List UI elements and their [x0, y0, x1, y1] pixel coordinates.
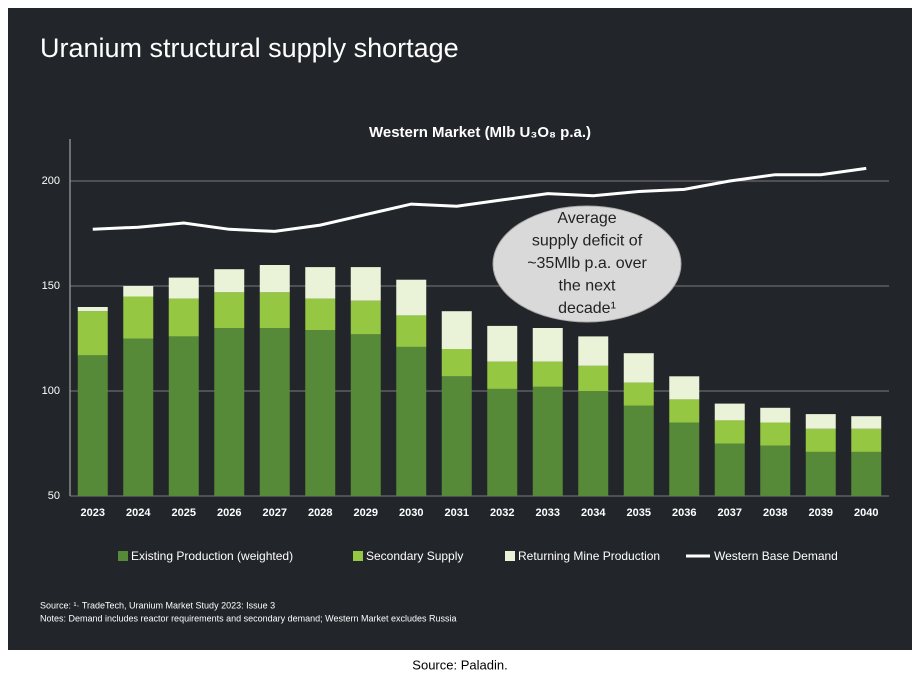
- bar-segment: [714, 403, 745, 421]
- bar-segment: [350, 267, 381, 301]
- bar-segment: [396, 346, 427, 496]
- x-tick-label: 2036: [672, 507, 696, 519]
- x-tick-label: 2034: [581, 507, 606, 519]
- bar-segment: [760, 445, 791, 496]
- x-tick-label: 2035: [627, 507, 651, 519]
- legend-swatch: [118, 551, 128, 561]
- bar-segment: [578, 391, 609, 496]
- x-tick-label: 2039: [809, 507, 833, 519]
- y-tick-label: 150: [42, 280, 60, 292]
- bar-segment: [487, 325, 518, 362]
- bar-segment: [123, 296, 154, 339]
- bar-segment: [851, 451, 882, 496]
- bar-segment: [532, 386, 563, 496]
- bar-segment: [168, 277, 199, 299]
- footnote: Notes: Demand includes reactor requireme…: [40, 613, 457, 623]
- bar-segment: [487, 388, 518, 496]
- bar-segment: [760, 407, 791, 423]
- bar-segment: [760, 422, 791, 446]
- x-tick-label: 2024: [126, 507, 151, 519]
- x-tick-label: 2032: [490, 507, 514, 519]
- bar-segment: [77, 311, 108, 356]
- x-tick-label: 2038: [763, 507, 787, 519]
- legend-swatch: [353, 551, 363, 561]
- bar-segment: [805, 414, 836, 429]
- x-tick-label: 2037: [718, 507, 742, 519]
- bar-segment: [714, 420, 745, 444]
- bar-segment: [305, 267, 336, 299]
- x-tick-label: 2040: [854, 507, 878, 519]
- bar-segment: [805, 428, 836, 452]
- x-tick-label: 2025: [172, 507, 196, 519]
- bar-segment: [851, 416, 882, 429]
- bar-segment: [578, 365, 609, 391]
- bar-segment: [168, 298, 199, 337]
- bar-segment: [305, 330, 336, 496]
- bar-segment: [487, 361, 518, 389]
- bar-segment: [441, 376, 472, 496]
- y-tick-label: 200: [42, 175, 60, 187]
- x-tick-label: 2030: [399, 507, 423, 519]
- bar-segment: [396, 279, 427, 316]
- bar-segment: [214, 328, 245, 496]
- bar-segment: [441, 349, 472, 377]
- bar-segment: [259, 292, 290, 328]
- bar-segment: [214, 292, 245, 328]
- bar-segment: [669, 376, 700, 400]
- bar-segment: [259, 328, 290, 496]
- legend-label: Secondary Supply: [366, 549, 463, 563]
- bar-segment: [532, 328, 563, 362]
- x-tick-label: 2029: [354, 507, 378, 519]
- bar-segment: [77, 307, 108, 312]
- page-title: Uranium structural supply shortage: [40, 33, 459, 63]
- x-tick-label: 2027: [263, 507, 287, 519]
- demand-line: [92, 166, 867, 233]
- bar-segment: [441, 311, 472, 349]
- annotation-text: the next: [559, 278, 616, 295]
- footnote: Source: ¹· TradeTech, Uranium Market Stu…: [40, 600, 275, 610]
- bar-segment: [214, 269, 245, 293]
- bar-segment: [259, 265, 290, 293]
- legend-swatch: [505, 551, 515, 561]
- bar-segment: [714, 443, 745, 496]
- bar-segment: [305, 298, 336, 331]
- x-tick-label: 2033: [536, 507, 560, 519]
- legend-label: Returning Mine Production: [518, 549, 660, 563]
- annotation-text: ~35Mlb p.a. over: [527, 255, 647, 272]
- bar-segment: [623, 382, 654, 406]
- annotation-text: supply deficit of: [532, 233, 643, 250]
- annotation-bubble: [492, 205, 682, 323]
- bar-segment: [532, 361, 563, 387]
- bar-segment: [669, 399, 700, 423]
- legend-label: Western Base Demand: [714, 549, 838, 563]
- bar-segment: [350, 334, 381, 496]
- annotation-text: decade¹: [558, 300, 616, 317]
- x-tick-label: 2031: [445, 507, 469, 519]
- y-tick-label: 50: [48, 490, 60, 502]
- bar-segment: [168, 336, 199, 496]
- x-tick-label: 2026: [217, 507, 241, 519]
- bar-segment: [851, 428, 882, 452]
- bar-segment: [350, 300, 381, 335]
- y-tick-label: 100: [42, 385, 60, 397]
- bar-segment: [396, 315, 427, 347]
- legend-label: Existing Production (weighted): [131, 549, 293, 563]
- bar-segment: [123, 286, 154, 297]
- bar-segment: [669, 422, 700, 496]
- bar-segment: [623, 405, 654, 496]
- x-tick-label: 2028: [308, 507, 332, 519]
- bar-segment: [578, 336, 609, 366]
- bar-segment: [123, 338, 154, 496]
- chart-title: Western Market (Mlb U₃O₈ p.a.): [369, 124, 591, 141]
- bar-segment: [805, 451, 836, 496]
- annotation-text: Average: [557, 210, 616, 227]
- x-tick-label: 2023: [81, 507, 105, 519]
- bar-segment: [77, 355, 108, 496]
- caption: Source: Paladin.: [412, 657, 507, 672]
- bar-segment: [623, 353, 654, 383]
